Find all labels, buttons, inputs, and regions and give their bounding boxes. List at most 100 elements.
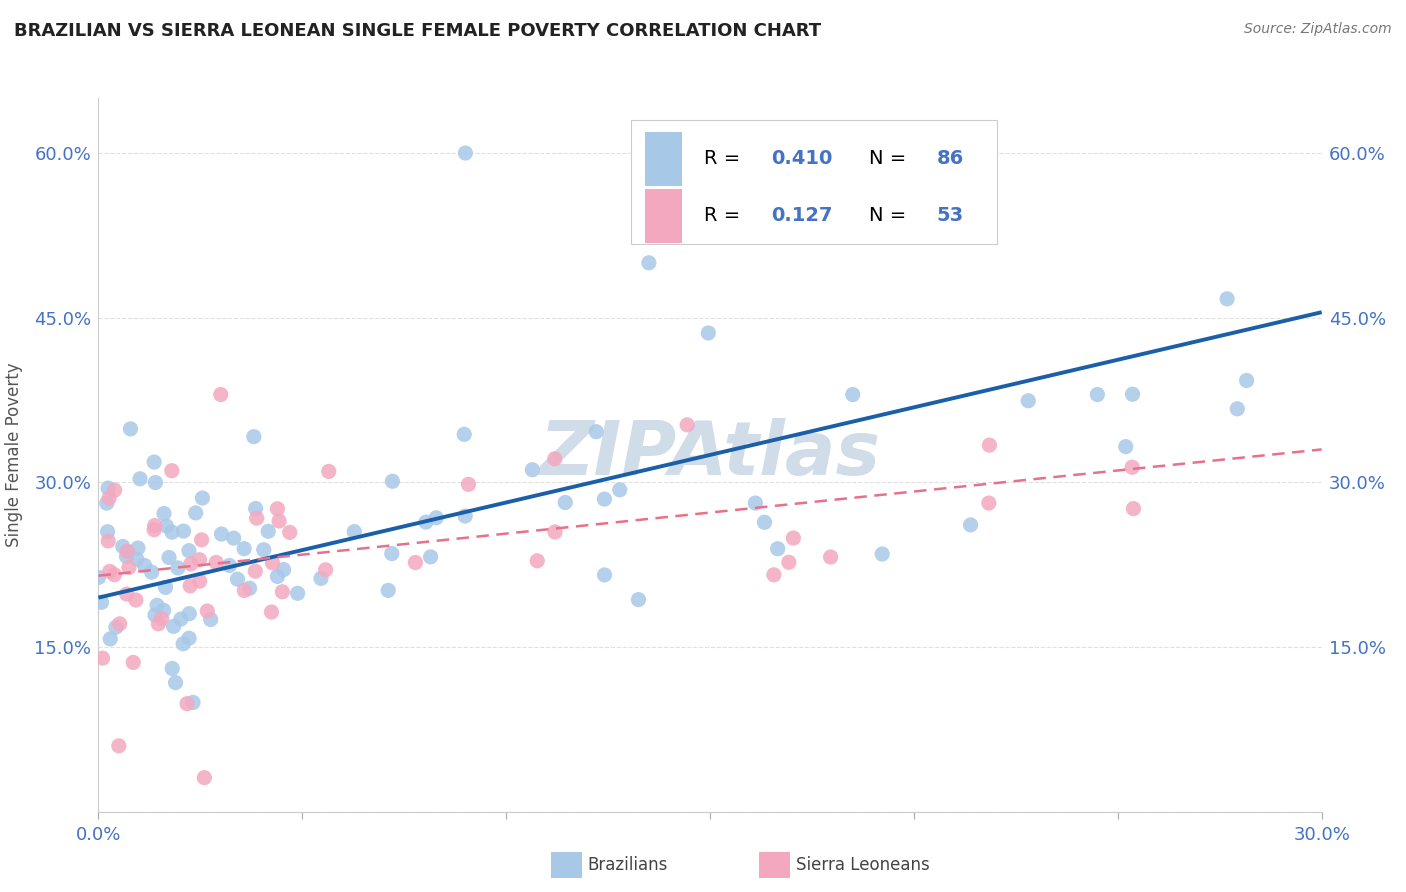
Point (115, 549, 138, 564)
Point (184, 506, 207, 520)
Text: R =: R = (704, 206, 747, 226)
Point (177, 543, 200, 558)
Bar (759, 853, 790, 878)
Y-axis label: Single Female Poverty: Single Female Poverty (6, 363, 24, 547)
Point (97, 533, 120, 548)
Point (108, 616, 131, 631)
Point (253, 542, 276, 557)
Text: N =: N = (869, 206, 912, 226)
Point (153, 507, 176, 521)
Point (278, 525, 301, 540)
Point (233, 583, 256, 598)
Point (96, 496, 118, 510)
Point (155, 519, 177, 533)
Point (454, 509, 477, 524)
Point (544, 524, 567, 539)
Point (98, 491, 121, 505)
Text: 0.127: 0.127 (772, 206, 832, 226)
Point (309, 571, 332, 585)
Bar (645, 189, 682, 243)
Point (179, 579, 201, 593)
Point (1085, 387, 1108, 401)
Point (190, 533, 212, 547)
Point (87, 570, 110, 584)
Point (104, 483, 127, 497)
Point (129, 472, 152, 486)
Point (1236, 374, 1258, 388)
Point (91, 651, 114, 665)
Point (172, 524, 194, 538)
Point (170, 612, 193, 626)
Point (134, 558, 156, 573)
Point (145, 475, 167, 490)
Point (160, 464, 183, 478)
Point (870, 547, 893, 561)
Point (115, 587, 138, 601)
Point (593, 568, 616, 582)
Bar (645, 132, 682, 186)
Point (1121, 460, 1143, 475)
Point (118, 560, 141, 574)
Point (454, 146, 477, 161)
Point (143, 518, 166, 533)
Point (172, 637, 194, 651)
Point (146, 599, 169, 613)
Point (260, 605, 283, 619)
Point (697, 326, 720, 340)
Point (627, 592, 650, 607)
Point (181, 695, 204, 709)
Point (97, 481, 120, 495)
Text: Brazilians: Brazilians (588, 856, 668, 874)
Point (315, 563, 337, 577)
Point (554, 495, 576, 509)
Point (165, 675, 187, 690)
Point (179, 607, 201, 621)
Text: Source: ZipAtlas.com: Source: ZipAtlas.com (1244, 22, 1392, 37)
Point (150, 611, 173, 625)
Point (188, 552, 211, 566)
Text: N =: N = (869, 149, 912, 169)
Point (766, 541, 789, 556)
Point (193, 771, 215, 785)
Point (381, 475, 404, 489)
Point (377, 583, 399, 598)
Point (162, 619, 184, 633)
Point (1121, 387, 1143, 401)
Bar (551, 853, 582, 878)
Point (120, 422, 142, 436)
Point (266, 501, 288, 516)
Point (245, 564, 267, 578)
Point (143, 608, 166, 623)
Point (226, 572, 249, 586)
Point (269, 514, 291, 528)
Point (585, 425, 607, 439)
Point (233, 541, 256, 556)
Point (544, 451, 567, 466)
Point (778, 555, 800, 569)
Point (243, 430, 266, 444)
Point (160, 525, 183, 540)
Point (1216, 292, 1239, 306)
Point (262, 556, 284, 570)
Point (246, 511, 269, 525)
Point (1226, 401, 1249, 416)
Point (177, 631, 200, 645)
Text: BRAZILIAN VS SIERRA LEONEAN SINGLE FEMALE POVERTY CORRELATION CHART: BRAZILIAN VS SIERRA LEONEAN SINGLE FEMAL… (14, 22, 821, 40)
Point (593, 492, 616, 507)
Point (754, 516, 776, 530)
Point (143, 455, 166, 469)
Point (90, 595, 112, 609)
Point (180, 557, 202, 571)
Point (676, 417, 699, 432)
Point (762, 567, 785, 582)
Point (638, 256, 661, 270)
Text: 86: 86 (936, 149, 963, 169)
Point (125, 552, 148, 566)
Point (415, 515, 437, 529)
Point (143, 523, 166, 537)
Text: Sierra Leoneans: Sierra Leoneans (796, 856, 929, 874)
Point (205, 556, 228, 570)
Point (125, 593, 148, 607)
Point (1115, 440, 1137, 454)
Point (160, 661, 183, 675)
